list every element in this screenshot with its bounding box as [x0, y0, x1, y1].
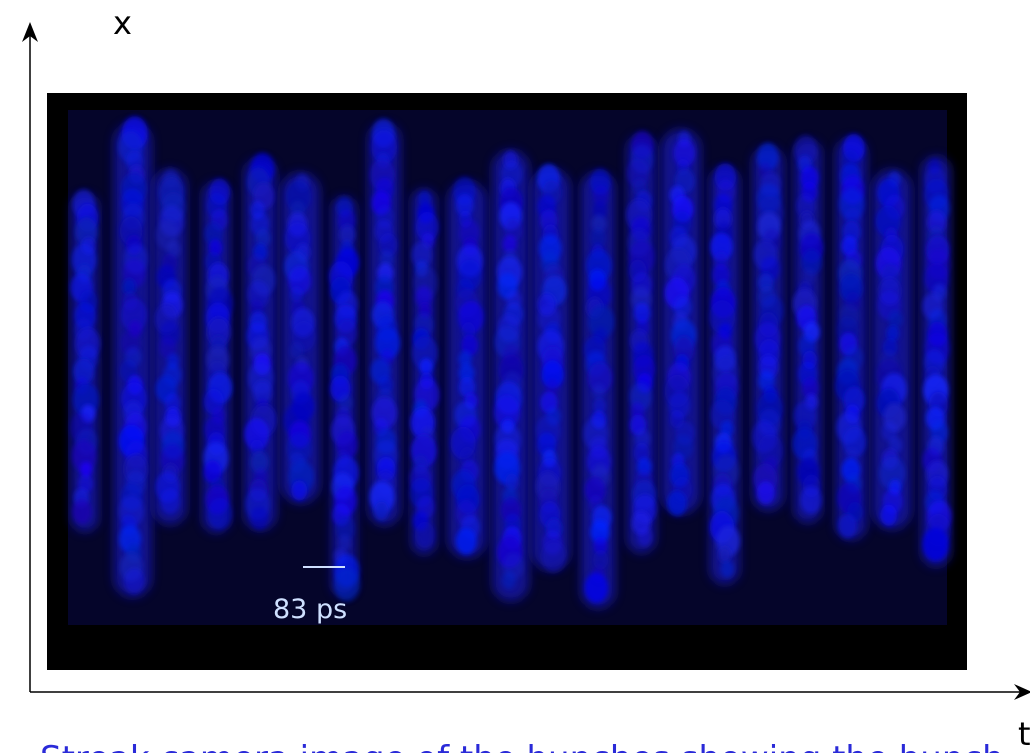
streak-blob — [592, 185, 609, 207]
streak-blob — [637, 527, 653, 547]
x-axis-label: t — [1018, 715, 1030, 753]
streak-blob — [455, 527, 477, 555]
streak-blob — [502, 571, 516, 589]
streak-blob — [590, 519, 610, 544]
streak-blob — [837, 513, 857, 539]
streak-blob — [796, 193, 815, 218]
streak-blob — [494, 395, 520, 429]
streak-blob — [250, 506, 269, 530]
streak-blob — [414, 521, 436, 549]
streak-blob — [458, 350, 472, 368]
streaks — [69, 116, 952, 609]
streak-blob — [80, 461, 93, 478]
streak-blob — [412, 336, 438, 370]
streak-blob — [244, 418, 270, 451]
streak-blob — [793, 134, 818, 165]
streak-blob — [71, 243, 97, 276]
streak-blob — [502, 234, 517, 254]
streak-blob — [802, 267, 816, 284]
streak-blob — [673, 139, 696, 168]
scale-label: 83 ps — [273, 594, 347, 625]
streak-blob — [593, 536, 608, 555]
streak-blob — [718, 546, 731, 563]
streak-blob — [592, 200, 608, 219]
streak-blob — [339, 224, 356, 245]
streak-blob — [584, 572, 608, 603]
streak-blob — [333, 567, 360, 602]
streak-blob — [255, 228, 271, 248]
streak-blob — [541, 360, 564, 389]
streak-blob — [371, 130, 397, 164]
streak-blob — [802, 377, 819, 399]
streak-blob — [204, 222, 223, 246]
streak-blob — [593, 549, 609, 570]
streak-blob — [588, 305, 615, 339]
streak-blob — [160, 488, 180, 514]
streak-blob — [374, 501, 389, 521]
streak-blob — [541, 540, 567, 573]
streak-blob — [667, 490, 687, 516]
streak-blob — [505, 473, 519, 491]
streak-blob — [207, 497, 233, 530]
y-axis-label: x — [113, 4, 132, 42]
streak-blob — [793, 401, 817, 431]
streak-blob — [124, 567, 145, 595]
streak-blob — [290, 341, 304, 359]
streak-blob — [122, 278, 136, 296]
streak-blob — [882, 421, 898, 442]
streak-blob — [922, 527, 949, 562]
streak-blob — [461, 334, 478, 357]
streak-blob — [121, 298, 148, 332]
streak-blob — [336, 516, 355, 541]
streak-blob — [800, 486, 822, 514]
streak-blob — [710, 232, 733, 262]
streak-blob — [411, 241, 432, 268]
streak-blob — [253, 379, 272, 405]
streak-blob — [415, 285, 433, 308]
streak-blob — [72, 499, 92, 524]
streak-blob — [880, 504, 897, 526]
streak-blob — [71, 439, 97, 472]
streak-blob — [338, 534, 351, 551]
streak-blob — [584, 476, 606, 504]
streak-blob — [634, 302, 651, 324]
streak-blob — [756, 481, 775, 505]
y-axis-arrow — [22, 22, 38, 42]
streak-blob — [593, 397, 606, 414]
streak-blob — [591, 214, 607, 233]
streak-blob — [459, 376, 476, 398]
streak-blob — [886, 324, 900, 342]
streak-blob — [590, 228, 606, 248]
streak-blob — [801, 248, 822, 275]
streak-blob — [166, 240, 181, 258]
streak-blob — [588, 362, 613, 394]
caption: Streak camera image of the bunches showi… — [40, 739, 1004, 753]
streak-blob — [250, 450, 269, 474]
streak-blob — [415, 211, 439, 242]
streak-blob — [291, 480, 308, 501]
streak-blob — [378, 232, 398, 258]
streak-blob — [159, 336, 177, 359]
x-axis-arrow — [1014, 684, 1030, 700]
streak-blob — [888, 310, 903, 329]
streak-blob — [456, 193, 474, 217]
streak-blob — [290, 286, 303, 303]
streak-blob — [720, 560, 734, 578]
streak-blob — [419, 358, 433, 376]
streak-blob — [592, 383, 605, 400]
streak-blob — [758, 370, 775, 392]
streak-blob — [757, 433, 784, 468]
streak-blob — [375, 326, 400, 360]
